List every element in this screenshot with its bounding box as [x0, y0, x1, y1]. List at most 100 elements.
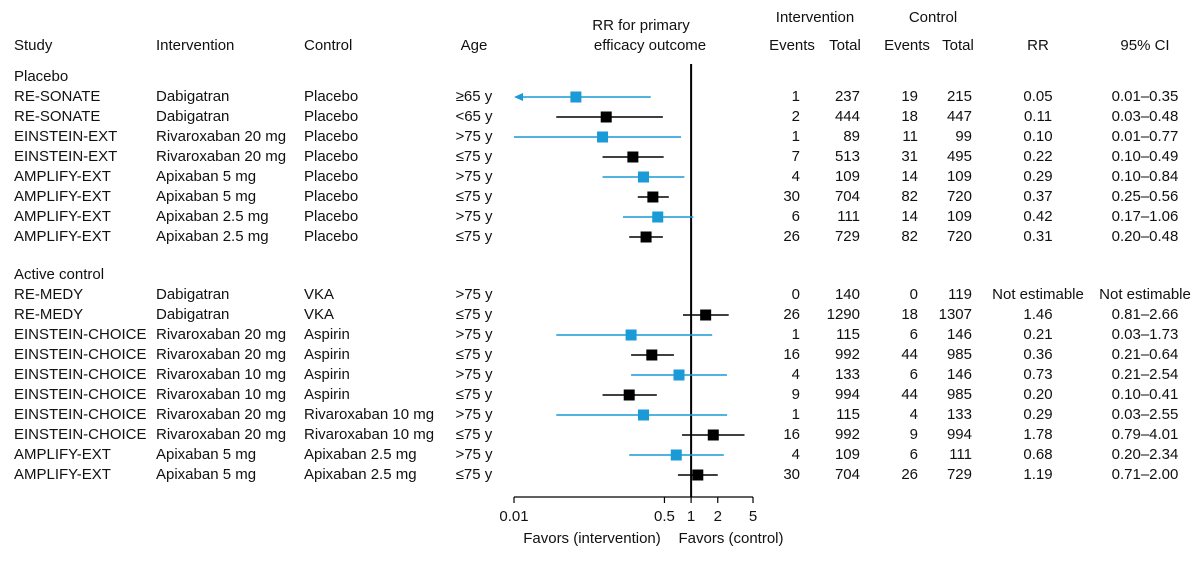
study-name: AMPLIFY-EXT: [14, 466, 111, 483]
x-tick-label: 0.01: [499, 508, 528, 525]
header-rr: RR: [1027, 37, 1049, 54]
rr-value: 0.29: [1023, 168, 1053, 185]
study-name: AMPLIFY-EXT: [14, 228, 111, 245]
control-total: 133: [946, 406, 972, 423]
rr-point: [646, 349, 658, 361]
age-group: ≥65 y: [455, 88, 493, 105]
intervention-events: 4: [791, 168, 800, 185]
intervention-name: Apixaban 2.5 mg: [156, 228, 269, 245]
section-label: Active control: [14, 266, 105, 283]
control-name: VKA: [304, 306, 335, 323]
study-name: AMPLIFY-EXT: [14, 168, 111, 185]
rr-value: 0.73: [1023, 366, 1053, 383]
intervention-total: 237: [834, 88, 860, 105]
control-events: 4: [909, 406, 918, 423]
header-age: Age: [460, 37, 488, 54]
header-control: Control: [304, 37, 353, 54]
rr-value: 1.78: [1023, 426, 1053, 443]
header-control-total: Total: [942, 37, 974, 54]
age-group: ≤75 y: [455, 466, 493, 483]
rr-value: 0.37: [1023, 188, 1053, 205]
x-tick-label: 1: [687, 508, 695, 525]
intervention-total: 704: [834, 466, 860, 483]
intervention-total: 133: [834, 366, 860, 383]
control-total: 109: [946, 208, 972, 225]
intervention-name: Apixaban 2.5 mg: [156, 208, 269, 225]
rr-value: 0.10: [1023, 128, 1053, 145]
control-name: Aspirin: [304, 326, 350, 343]
intervention-total: 109: [834, 168, 860, 185]
intervention-name: Dabigatran: [156, 108, 230, 125]
study-name: RE-SONATE: [14, 88, 101, 105]
rr-value: 0.05: [1023, 88, 1053, 105]
control-name: Rivaroxaban 10 mg: [304, 406, 435, 423]
intervention-events: 7: [791, 148, 800, 165]
intervention-total: 704: [834, 188, 860, 205]
intervention-name: Apixaban 5 mg: [156, 168, 257, 185]
control-total: 146: [946, 326, 972, 343]
study-name: AMPLIFY-EXT: [14, 188, 111, 205]
control-events: 26: [901, 466, 918, 483]
intervention-total: 109: [834, 446, 860, 463]
age-group: >75 y: [455, 286, 493, 303]
rr-value: 0.20: [1023, 386, 1053, 403]
intervention-name: Rivaroxaban 20 mg: [156, 426, 287, 443]
age-group: >75 y: [455, 128, 493, 145]
header-intervention-events: Events: [769, 37, 815, 54]
rr-value: 0.11: [1023, 108, 1053, 125]
control-events: 82: [901, 188, 918, 205]
control-total: 720: [946, 188, 972, 205]
header-control-events: Events: [884, 37, 930, 54]
rr-point: [627, 151, 639, 163]
study-name: RE-SONATE: [14, 108, 101, 125]
control-total: 495: [946, 148, 972, 165]
ci-value: 0.10–0.84: [1111, 168, 1179, 185]
intervention-events: 4: [791, 366, 800, 383]
control-name: Apixaban 2.5 mg: [304, 446, 417, 463]
rr-point: [637, 409, 649, 421]
control-name: Placebo: [304, 148, 359, 165]
rr-point: [673, 369, 685, 381]
intervention-events: 16: [783, 426, 800, 443]
rr-value: 0.22: [1023, 148, 1053, 165]
rr-value: 0.36: [1023, 346, 1053, 363]
control-events: 6: [909, 446, 918, 463]
control-name: Placebo: [304, 108, 359, 125]
age-group: ≤75 y: [455, 346, 493, 363]
rr-point: [647, 191, 659, 203]
age-group: >75 y: [455, 208, 493, 225]
intervention-name: Dabigatran: [156, 306, 230, 323]
intervention-total: 115: [836, 326, 860, 343]
intervention-events: 1: [791, 406, 800, 423]
intervention-name: Rivaroxaban 20 mg: [156, 326, 287, 343]
control-name: Placebo: [304, 88, 359, 105]
ci-value: Not estimable: [1099, 286, 1191, 303]
intervention-events: 4: [791, 446, 800, 463]
intervention-events: 2: [791, 108, 800, 125]
study-name: RE-MEDY: [14, 306, 84, 323]
ci-value: 0.03–2.55: [1111, 406, 1179, 423]
intervention-name: Rivaroxaban 20 mg: [156, 128, 287, 145]
rr-value: 0.42: [1023, 208, 1053, 225]
favors-control-label: Favors (control): [678, 530, 783, 547]
control-total: 215: [946, 88, 972, 105]
control-total: 99: [955, 128, 972, 145]
intervention-total: 1290: [826, 306, 860, 323]
rr-point: [692, 469, 704, 481]
ci-value: 0.10–0.41: [1111, 386, 1179, 403]
intervention-total: 992: [834, 346, 860, 363]
intervention-name: Rivaroxaban 20 mg: [156, 346, 287, 363]
control-events: 6: [909, 366, 918, 383]
intervention-events: 1: [791, 326, 800, 343]
rr-point: [597, 131, 609, 143]
header-intervention: Intervention: [156, 37, 235, 54]
control-total: 985: [946, 346, 972, 363]
control-name: Placebo: [304, 208, 359, 225]
age-group: <65 y: [455, 108, 493, 125]
intervention-events: 0: [791, 286, 800, 303]
x-tick-label: 0.5: [654, 508, 675, 525]
intervention-name: Rivaroxaban 20 mg: [156, 148, 287, 165]
ci-value: 0.79–4.01: [1111, 426, 1179, 443]
study-name: EINSTEIN-EXT: [14, 128, 118, 145]
intervention-events: 1: [791, 128, 800, 145]
